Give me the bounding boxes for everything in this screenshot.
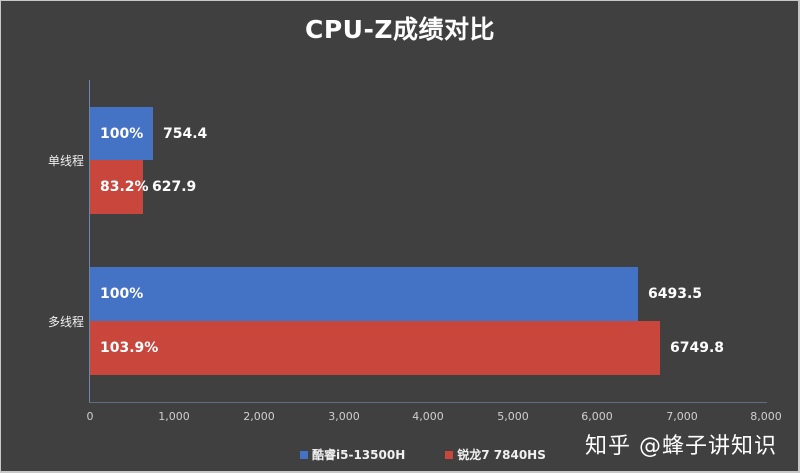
category-label-multi-thread: 多线程 [47,315,84,329]
legend-label: 锐龙7 7840HS [457,448,546,462]
legend-swatch-blue-icon [300,450,308,459]
bar-multi-i5: 100% [90,267,638,321]
y-axis-line [89,80,90,403]
bar-pct-label: 83.2% [100,179,149,195]
bar-value-single-r7: 627.9 [152,179,197,195]
category-label-single-thread: 单线程 [47,154,84,168]
x-tick: 0 [86,410,94,423]
x-axis-line [89,402,767,403]
legend-item-i5[interactable]: 酷睿i5-13500H [300,446,405,463]
bar-value-single-i5: 754.4 [163,125,208,142]
bar-pct-label: 100% [100,125,144,142]
x-tick: 1,000 [158,410,190,423]
legend-swatch-red-icon [445,450,454,459]
bar-multi-r7: 103.9% [90,321,660,375]
x-tick: 7,000 [666,410,698,423]
x-tick: 4,000 [412,410,444,423]
legend-item-r7[interactable]: 锐龙7 7840HS [445,446,546,463]
bar-single-i5: 100% [90,107,153,160]
bar-value-multi-i5: 6493.5 [648,286,703,302]
bar-pct-label: 103.9% [100,340,159,356]
watermark: 知乎 @蜂子讲知识 [585,434,777,459]
bar-single-r7: 83.2% [90,160,149,214]
x-tick: 5,000 [497,410,529,423]
chart-title: CPU-Z成绩对比 [305,15,495,44]
x-tick: 2,000 [243,410,275,423]
bar-pct-label: 100% [100,286,144,302]
bar-value-multi-r7: 6749.8 [670,340,725,356]
legend: 酷睿i5-13500H 锐龙7 7840HS [300,446,586,463]
x-tick: 3,000 [328,410,360,423]
legend-label: 酷睿i5-13500H [312,448,406,462]
x-tick: 8,000 [750,410,782,423]
x-tick: 6,000 [581,410,613,423]
